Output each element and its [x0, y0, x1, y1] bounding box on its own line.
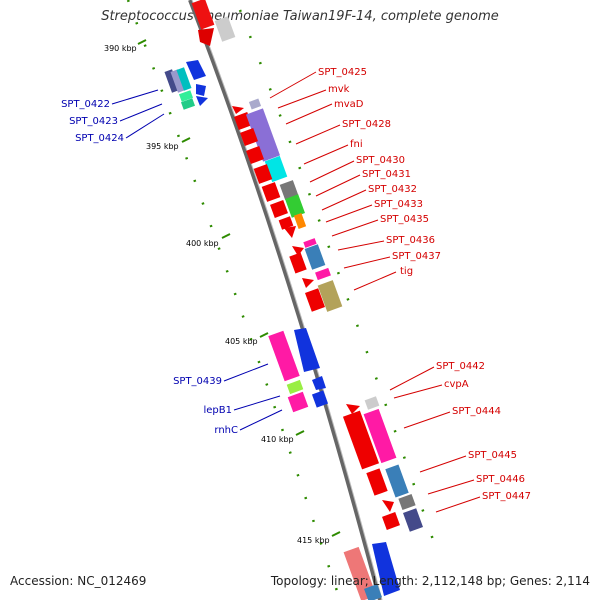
scale-tick-label: 405 kbp: [225, 337, 258, 346]
gene-label[interactable]: cvpA: [444, 379, 469, 390]
scale-tick-label: 410 kbp: [261, 435, 294, 444]
gene-label[interactable]: SPT_0430: [356, 155, 405, 166]
forward-gene-block-2: [342, 396, 423, 532]
gene-label[interactable]: mvaD: [334, 99, 364, 110]
gene-label[interactable]: SPT_0435: [380, 214, 429, 225]
genome-backbone-highlight: [191, 0, 383, 600]
scale-tick-label: 400 kbp: [186, 239, 219, 248]
reverse-leader-lines: [111, 89, 283, 431]
gene-label[interactable]: SPT_0425: [318, 67, 367, 78]
gene-label[interactable]: SPT_0445: [468, 450, 517, 461]
scale-tick-label: 390 kbp: [104, 44, 137, 53]
gene-label[interactable]: fni: [350, 139, 363, 150]
gene-label[interactable]: SPT_0442: [436, 361, 485, 372]
gene-label[interactable]: SPT_0432: [368, 184, 417, 195]
reverse-gene-block-1: [164, 60, 208, 110]
scale-ticks: 390 kbp 395 kbp 400 kbp 405 kbp 410 kbp …: [104, 39, 341, 545]
gene-label[interactable]: SPT_0446: [476, 474, 525, 485]
gene-label[interactable]: SPT_0423: [69, 116, 118, 127]
gene-glyphs-bottom: [343, 542, 400, 600]
scale-tick-label: 415 kbp: [297, 536, 330, 545]
gene-label[interactable]: SPT_0436: [386, 235, 435, 246]
gene-label[interactable]: SPT_0422: [61, 99, 110, 110]
genome-summary-text: Topology: linear; Length: 2,112,148 bp; …: [270, 574, 590, 588]
gene-label[interactable]: mvk: [328, 84, 350, 95]
genome-backbone: [188, 0, 382, 600]
forward-gene-labels: SPT_0425 mvk mvaD SPT_0428 fni SPT_0430 …: [318, 67, 531, 502]
gene-label[interactable]: SPT_0424: [75, 133, 124, 144]
gene-label[interactable]: SPT_0447: [482, 491, 531, 502]
reverse-gene-block-2: [268, 328, 329, 413]
gene-label[interactable]: SPT_0433: [374, 199, 423, 210]
scale-tick-label: 395 kbp: [146, 142, 179, 151]
reverse-gene-labels: SPT_0422 SPT_0423 SPT_0424 SPT_0439 lepB…: [61, 99, 238, 436]
gene-label[interactable]: lepB1: [203, 405, 232, 416]
gene-label[interactable]: SPT_0431: [362, 169, 411, 180]
forward-leader-lines: [269, 71, 481, 513]
gene-glyphs-top: [191, 0, 236, 46]
gene-label[interactable]: rnhC: [214, 425, 238, 436]
gene-label[interactable]: SPT_0439: [173, 376, 222, 387]
gene-label[interactable]: SPT_0428: [342, 119, 391, 130]
accession-text: Accession: NC_012469: [10, 574, 147, 588]
gene-label[interactable]: SPT_0444: [452, 406, 501, 417]
gene-label[interactable]: SPT_0437: [392, 251, 441, 262]
gene-label[interactable]: tig: [400, 266, 413, 277]
forward-gene-block-1: [232, 98, 343, 312]
